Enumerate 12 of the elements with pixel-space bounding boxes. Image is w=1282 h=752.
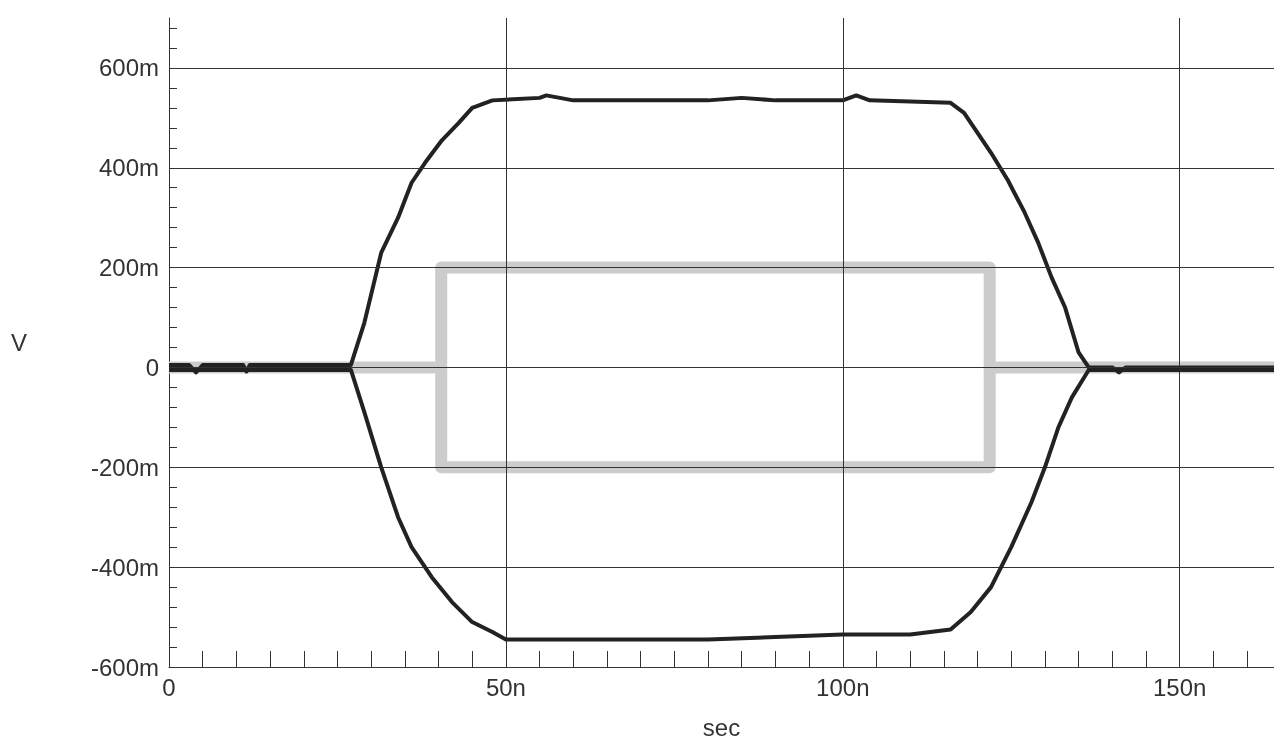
- x-axis-title: sec: [702, 713, 741, 741]
- y-tick-label: 200m: [98, 254, 160, 282]
- y-tick-label: -200m: [90, 453, 160, 481]
- y-tick-label: 600m: [98, 54, 160, 82]
- x-tick-label: 150n: [1152, 673, 1207, 701]
- y-tick-label: -400m: [90, 553, 160, 581]
- x-tick-label: 50n: [485, 673, 526, 701]
- y-tick-label: -600m: [90, 653, 160, 681]
- x-tick-label: 100n: [816, 673, 870, 701]
- y-axis-title: V: [10, 329, 28, 356]
- y-tick-label: 400m: [98, 154, 160, 182]
- y-tick-label: 0: [145, 353, 160, 381]
